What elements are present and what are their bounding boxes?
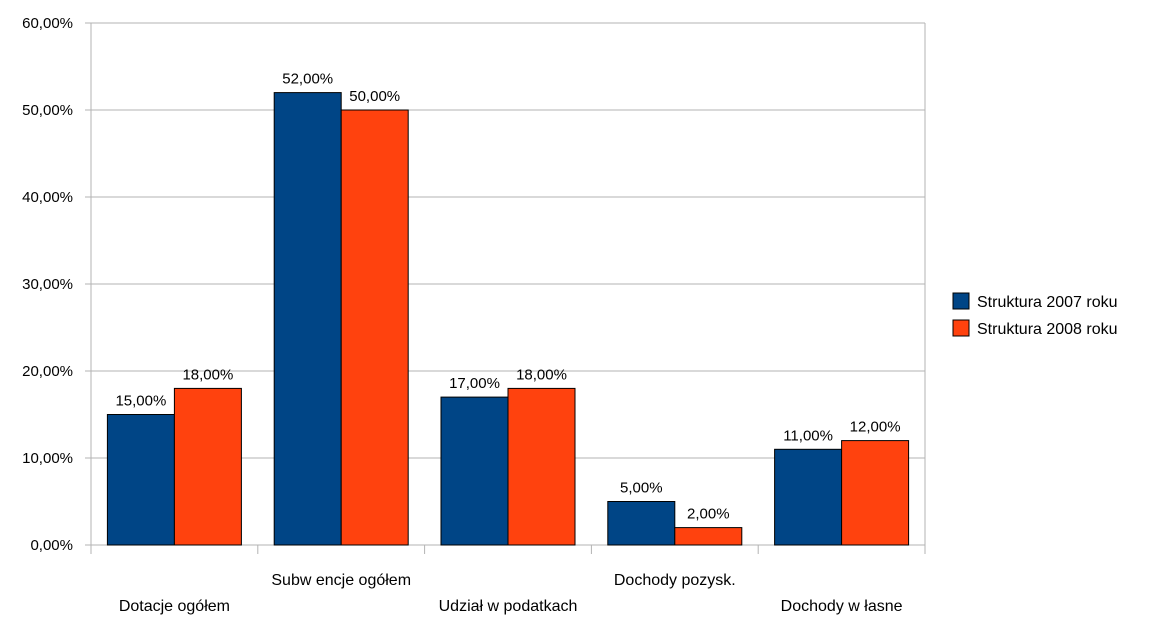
bar-value-label: 2,00%	[687, 506, 730, 523]
y-tick-label: 30,00%	[22, 276, 73, 293]
bar-value-label: 15,00%	[115, 393, 166, 410]
y-tick-label: 20,00%	[22, 363, 73, 380]
bar-value-label: 18,00%	[182, 366, 233, 383]
bar	[440, 396, 509, 546]
bar-value-label: 17,00%	[449, 375, 500, 392]
bar	[340, 109, 409, 546]
y-tick-label: 40,00%	[22, 189, 73, 206]
bar	[841, 440, 910, 546]
bar-value-label: 12,00%	[850, 419, 901, 436]
bar	[273, 92, 342, 546]
bar	[607, 501, 676, 546]
y-tick-label: 50,00%	[22, 102, 73, 119]
x-category-label: Dotacje ogółem	[119, 598, 230, 615]
legend: Struktura 2007 roku Struktura 2008 roku	[952, 292, 1118, 338]
bar	[774, 448, 843, 546]
bar-value-label: 5,00%	[620, 480, 663, 497]
bar-value-label: 52,00%	[282, 71, 333, 88]
legend-label: Struktura 2007 roku	[977, 294, 1118, 311]
x-category-label: Udział w podatkach	[439, 598, 578, 615]
bar-value-label: 18,00%	[516, 366, 567, 383]
bar	[173, 387, 242, 546]
bar	[507, 387, 576, 546]
data-labels: 15,00% 18,00% 52,00% 50,00% 17,00% 18,00% 5,00…	[115, 71, 900, 523]
legend-label: Struktura 2008 roku	[977, 321, 1118, 338]
legend-swatch	[952, 319, 970, 337]
x-category-label: Subw encje ogółem	[271, 572, 411, 589]
bar-value-label: 11,00%	[783, 427, 833, 444]
legend-swatch	[952, 292, 970, 310]
bar	[674, 527, 743, 546]
bar-value-label: 50,00%	[349, 88, 400, 105]
y-tick-label: 10,00%	[22, 450, 73, 467]
bars	[106, 92, 910, 546]
x-category-label: Dochody pozysk.	[614, 572, 736, 589]
y-tick-label: 0,00%	[30, 537, 73, 554]
x-category-label: Dochody w łasne	[781, 598, 903, 615]
bar	[106, 414, 175, 546]
axes: 0,00% 10,00% 20,00% 30,00% 40,00% 50,00% 60,00…	[22, 15, 926, 615]
y-tick-label: 60,00%	[22, 15, 73, 32]
